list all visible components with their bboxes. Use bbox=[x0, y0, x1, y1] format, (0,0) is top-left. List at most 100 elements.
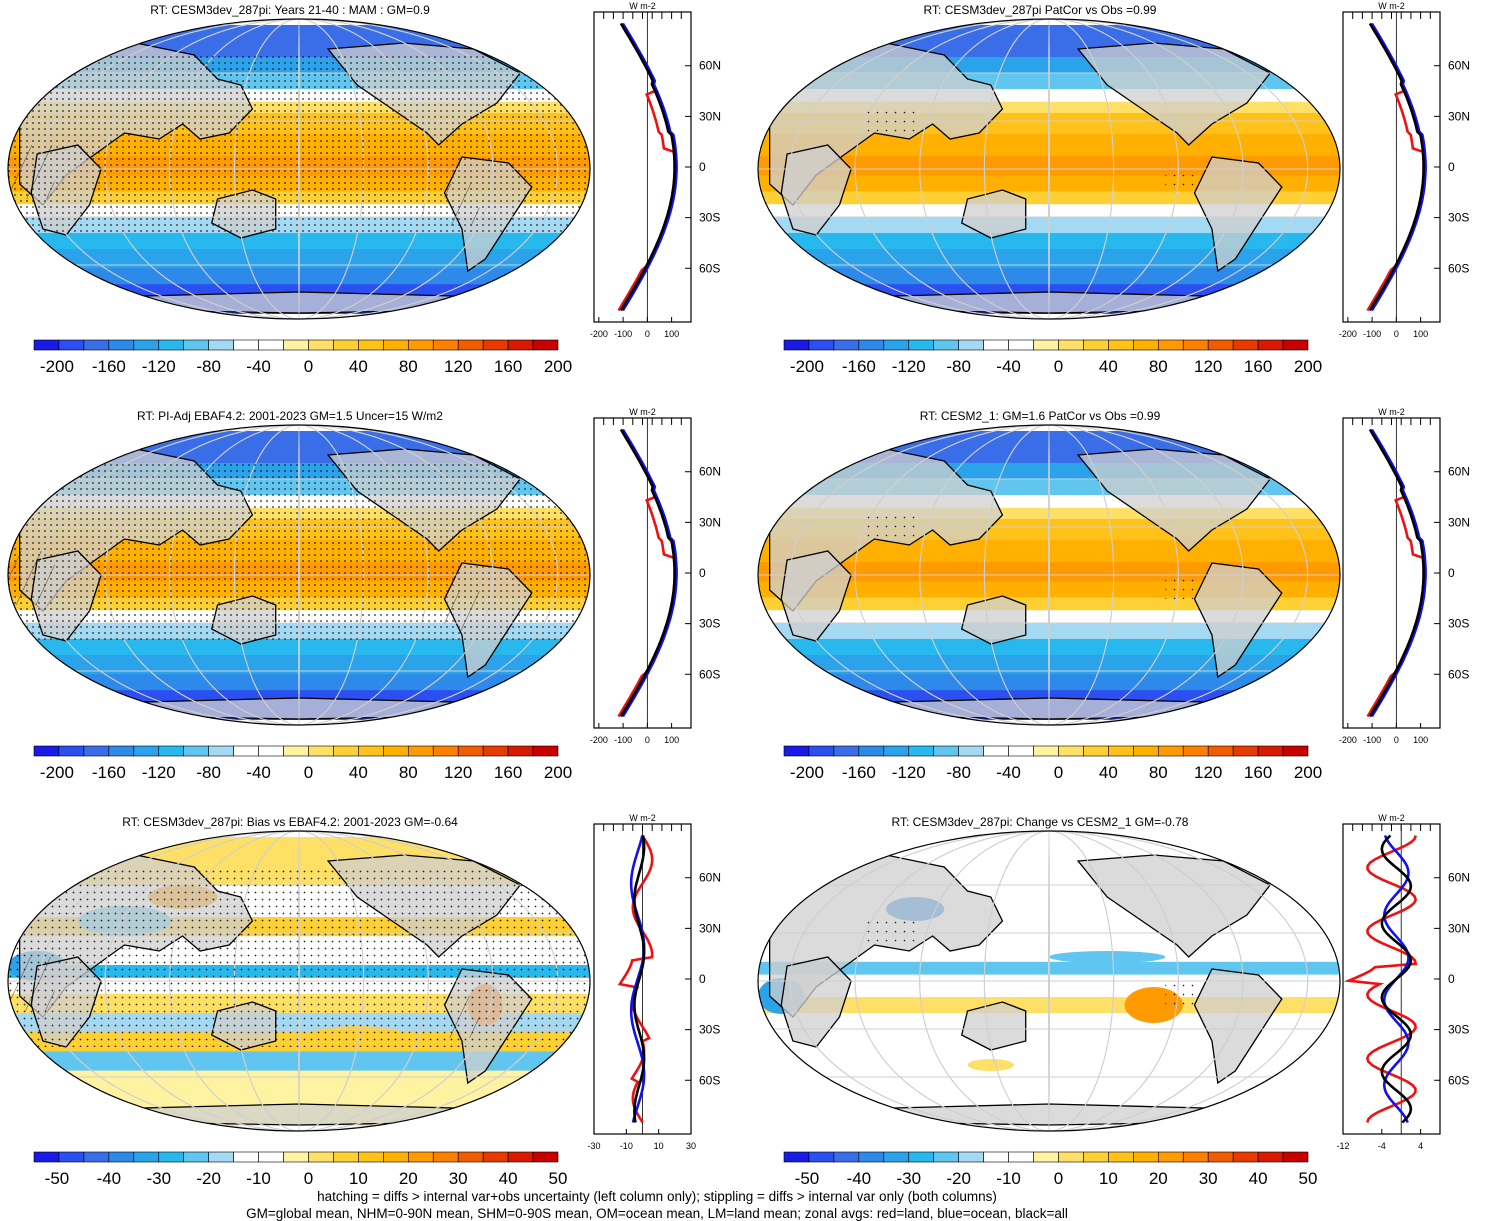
zonal-lat-label: 0 bbox=[1448, 566, 1455, 580]
colorbar-label: 160 bbox=[1244, 763, 1272, 782]
zonal-unit: W m-2 bbox=[629, 813, 656, 823]
colorbar-label: 200 bbox=[544, 357, 572, 376]
colorbar-swatch bbox=[1282, 339, 1309, 351]
colorbar-swatch bbox=[333, 1151, 359, 1163]
colorbar-swatch bbox=[833, 1151, 860, 1163]
zonal-lat-label: 30N bbox=[1448, 921, 1470, 935]
panel-change-vs-cesm2: RT: CESM3dev_287pi: Change vs CESM2_1 GM… bbox=[757, 813, 1470, 1188]
colorbar-swatch bbox=[532, 1151, 559, 1163]
zonal-lat-label: 0 bbox=[699, 566, 706, 580]
colorbar-swatch bbox=[908, 339, 935, 351]
colorbar-swatch bbox=[432, 1151, 459, 1163]
colorbar-label: 120 bbox=[1194, 357, 1222, 376]
zonal-mean-plot: W m-2 -200 -100 0 100 60N 30N 0 30S 60S bbox=[1339, 407, 1470, 745]
colorbar-swatch bbox=[783, 1151, 810, 1163]
zonal-tick-label: 100 bbox=[1413, 735, 1428, 745]
colorbar-label: 200 bbox=[1294, 763, 1322, 782]
colorbar-swatch bbox=[1133, 1151, 1159, 1163]
colorbar-swatch bbox=[33, 1151, 60, 1163]
colorbar-label: -40 bbox=[996, 763, 1021, 782]
map-field bbox=[758, 831, 1340, 1131]
colorbar-swatch bbox=[958, 745, 984, 757]
panel-title: RT: PI-Adj EBAF4.2: 2001-2023 GM=1.5 Unc… bbox=[137, 409, 443, 423]
colorbar-swatch bbox=[1108, 1151, 1134, 1163]
zonal-lat-label: 60N bbox=[699, 871, 721, 885]
map-outline bbox=[7, 424, 591, 726]
colorbar-label: 40 bbox=[499, 1169, 518, 1188]
zonal-lat-label: 30S bbox=[699, 617, 720, 631]
colorbar-swatch bbox=[33, 745, 60, 757]
colorbar-swatch bbox=[1157, 1151, 1184, 1163]
colorbar-swatch bbox=[108, 339, 135, 351]
zonal-tick-label: -200 bbox=[1339, 329, 1357, 339]
colorbar-swatch bbox=[33, 339, 60, 351]
colorbar-swatch bbox=[933, 745, 959, 757]
colorbar-swatch bbox=[1207, 1151, 1234, 1163]
colorbar-swatch bbox=[158, 745, 185, 757]
colorbar-swatch bbox=[1033, 745, 1059, 757]
colorbar-swatch bbox=[183, 745, 209, 757]
colorbar-swatch bbox=[1157, 745, 1184, 757]
colorbar: -50 -40 -30 -20 -10 0 10 20 30 40 50 bbox=[33, 1151, 567, 1188]
zonal-all-line bbox=[1380, 834, 1413, 1124]
zonal-ocean-line bbox=[621, 428, 678, 718]
colorbar-swatch bbox=[183, 339, 209, 351]
colorbar-swatch bbox=[233, 745, 259, 757]
zonal-unit: W m-2 bbox=[629, 1, 656, 11]
panel-title: RT: CESM3dev_287pi: Years 21-40 : MAM : … bbox=[150, 3, 430, 17]
colorbar: -50 -40 -30 -20 -10 0 10 20 30 40 50 bbox=[783, 1151, 1317, 1188]
colorbar-label: 40 bbox=[1099, 357, 1118, 376]
zonal-lat-label: 30S bbox=[1448, 1023, 1469, 1037]
colorbar-label: -160 bbox=[842, 357, 876, 376]
colorbar-swatch bbox=[1058, 1151, 1084, 1163]
colorbar-swatch bbox=[1108, 745, 1134, 757]
colorbar-swatch bbox=[958, 339, 984, 351]
zonal-lat-label: 60N bbox=[699, 465, 721, 479]
colorbar-swatch bbox=[908, 745, 935, 757]
colorbar-swatch bbox=[1058, 339, 1084, 351]
colorbar-label: 40 bbox=[349, 357, 368, 376]
colorbar-swatch bbox=[58, 1151, 85, 1163]
colorbar-label: -160 bbox=[842, 763, 876, 782]
zonal-tick-label: -4 bbox=[1378, 1141, 1386, 1151]
zonal-ocean-line bbox=[1370, 428, 1427, 718]
panel-bias-vs-ebaf: RT: CESM3dev_287pi: Bias vs EBAF4.2: 200… bbox=[7, 813, 721, 1188]
colorbar-swatch bbox=[983, 339, 1009, 351]
colorbar-swatch bbox=[1008, 1151, 1034, 1163]
colorbar-swatch bbox=[308, 745, 334, 757]
colorbar-swatch bbox=[883, 339, 910, 351]
colorbar-swatch bbox=[808, 1151, 835, 1163]
colorbar-swatch bbox=[507, 339, 534, 351]
colorbar-swatch bbox=[507, 1151, 534, 1163]
colorbar-label: -10 bbox=[996, 1169, 1021, 1188]
zonal-ocean-line bbox=[629, 835, 646, 1123]
zonal-lat-label: 60S bbox=[699, 261, 720, 275]
colorbar-label: -120 bbox=[892, 763, 926, 782]
colorbar-label: 30 bbox=[449, 1169, 468, 1188]
colorbar-label: -120 bbox=[892, 357, 926, 376]
colorbar-swatch bbox=[1008, 745, 1034, 757]
colorbar-label: -80 bbox=[196, 357, 221, 376]
zonal-tick-label: -12 bbox=[1336, 1141, 1349, 1151]
colorbar: -200 -160 -120 -80 -40 0 40 80 120 160 200 bbox=[783, 339, 1322, 376]
zonal-lat-label: 60S bbox=[1448, 261, 1469, 275]
colorbar-swatch bbox=[457, 1151, 484, 1163]
colorbar-swatch bbox=[1182, 339, 1209, 351]
colorbar-label: -200 bbox=[790, 763, 824, 782]
map-outline bbox=[7, 830, 591, 1132]
colorbar-swatch bbox=[233, 339, 259, 351]
zonal-tick-label: -100 bbox=[1363, 735, 1381, 745]
zonal-lat-label: 30S bbox=[699, 211, 720, 225]
zonal-ocean-line bbox=[621, 22, 678, 312]
colorbar-swatch bbox=[1232, 339, 1259, 351]
colorbar-swatch bbox=[783, 339, 810, 351]
colorbar-label: 10 bbox=[1099, 1169, 1118, 1188]
colorbar-label: 120 bbox=[444, 357, 472, 376]
colorbar-label: 160 bbox=[1244, 357, 1272, 376]
colorbar-label: 0 bbox=[1054, 1169, 1063, 1188]
zonal-tick-label: -200 bbox=[590, 329, 608, 339]
colorbar-swatch bbox=[108, 745, 135, 757]
colorbar-swatch bbox=[158, 339, 185, 351]
colorbar-swatch bbox=[383, 339, 409, 351]
colorbar-label: -120 bbox=[142, 763, 176, 782]
